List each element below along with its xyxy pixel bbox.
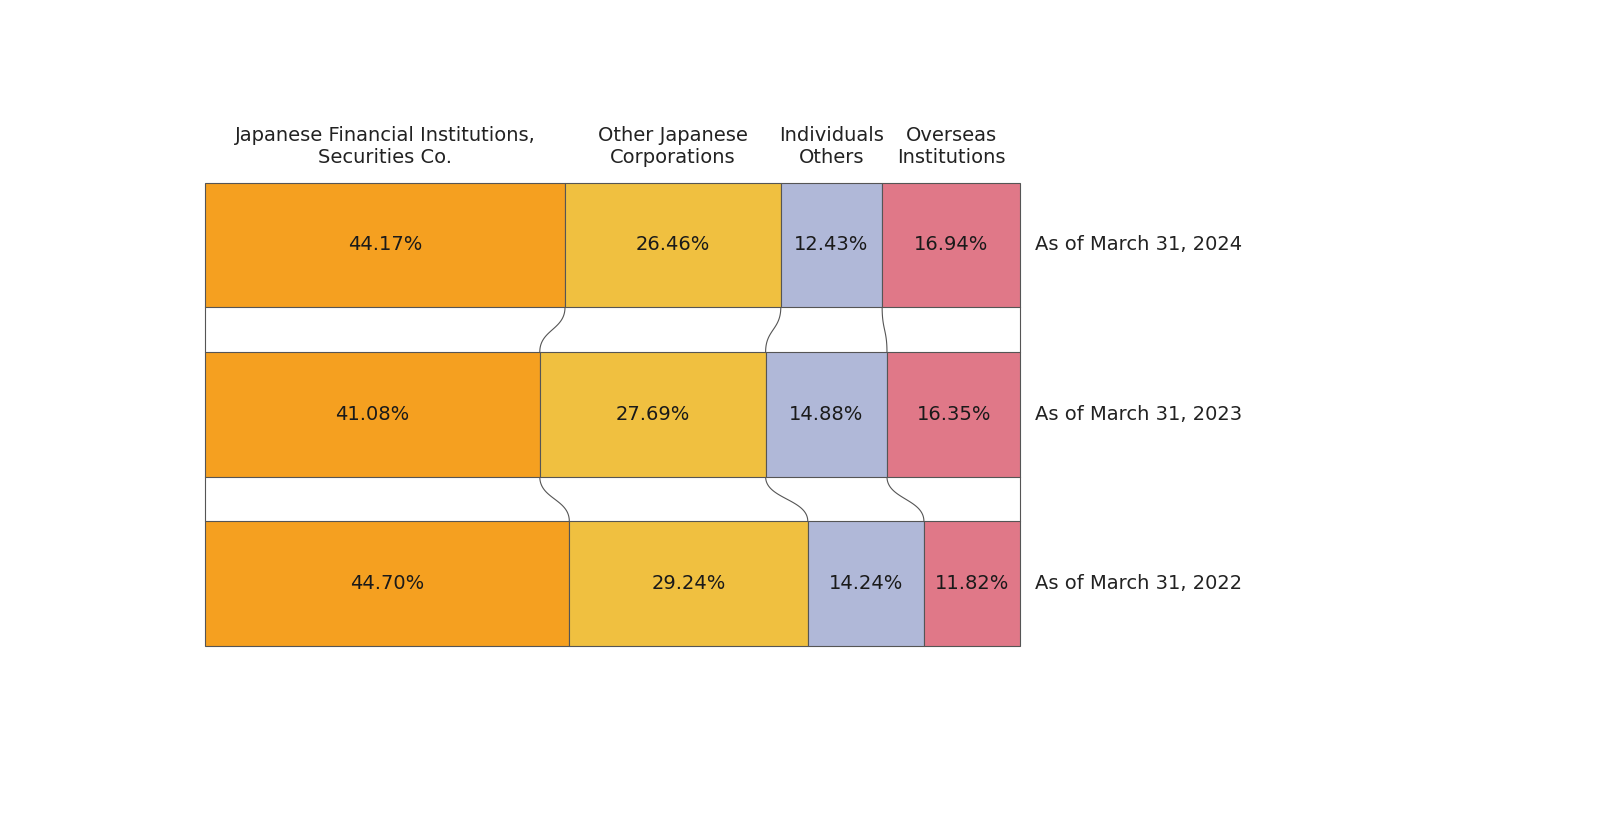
Text: 11.82%: 11.82% — [934, 574, 1010, 593]
Bar — [882, 183, 1021, 307]
Text: As of March 31, 2022: As of March 31, 2022 — [1035, 574, 1242, 593]
Text: 29.24%: 29.24% — [651, 574, 726, 593]
Text: Overseas
Institutions: Overseas Institutions — [898, 125, 1005, 167]
Text: As of March 31, 2023: As of March 31, 2023 — [1035, 405, 1242, 424]
Text: 16.94%: 16.94% — [914, 236, 989, 255]
Bar — [766, 352, 886, 476]
Text: 41.08%: 41.08% — [334, 405, 410, 424]
Text: Other Japanese
Corporations: Other Japanese Corporations — [598, 125, 747, 167]
Text: 12.43%: 12.43% — [794, 236, 869, 255]
Bar — [565, 183, 781, 307]
Text: 16.35%: 16.35% — [917, 405, 990, 424]
Bar — [886, 352, 1021, 476]
Text: 14.24%: 14.24% — [829, 574, 902, 593]
Bar — [205, 183, 565, 307]
Bar — [205, 352, 539, 476]
Text: 14.88%: 14.88% — [789, 405, 864, 424]
Bar — [923, 521, 1021, 646]
Text: 44.70%: 44.70% — [350, 574, 424, 593]
Bar — [570, 521, 808, 646]
Text: Individuals
Others: Individuals Others — [779, 125, 883, 167]
Text: 27.69%: 27.69% — [616, 405, 690, 424]
Text: 44.17%: 44.17% — [347, 236, 422, 255]
Text: Japanese Financial Institutions,
Securities Co.: Japanese Financial Institutions, Securit… — [235, 125, 536, 167]
Bar — [205, 521, 570, 646]
Text: As of March 31, 2024: As of March 31, 2024 — [1035, 236, 1242, 255]
Bar — [781, 183, 882, 307]
Bar — [539, 352, 766, 476]
Text: 26.46%: 26.46% — [635, 236, 710, 255]
Bar — [808, 521, 923, 646]
